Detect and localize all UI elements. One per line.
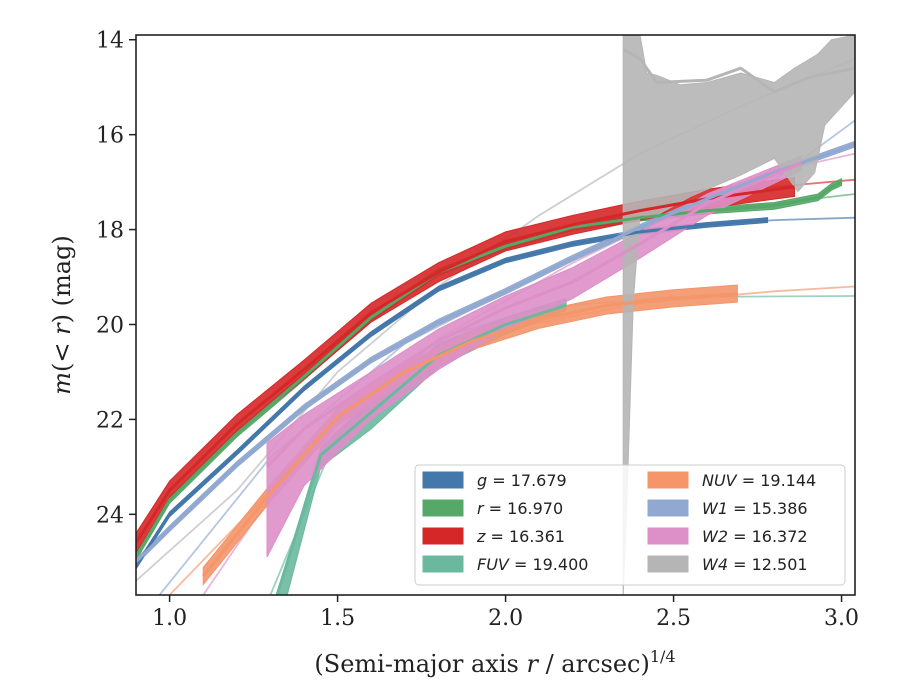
x-tick-label: 2.0 <box>488 606 523 631</box>
y-tick-label: 22 <box>96 408 124 433</box>
series-layer <box>136 35 855 595</box>
legend-band-name: W2 <box>702 527 728 546</box>
x-tick-label: 2.5 <box>656 606 691 631</box>
legend-band-value: = 19.400 <box>509 555 589 574</box>
legend-swatch-w2 <box>647 527 689 545</box>
legend-band-value: = 16.361 <box>485 527 565 546</box>
y-tick-label: 20 <box>96 313 124 338</box>
legend-swatch-nuv <box>647 471 689 489</box>
legend-frame <box>414 464 846 586</box>
legend-swatch-fuv <box>422 555 464 573</box>
legend-band-value: = 19.144 <box>737 471 817 490</box>
legend-label-r: r = 16.970 <box>477 499 563 518</box>
legend-label-fuv: FUV = 19.400 <box>477 555 588 574</box>
legend-swatch-r <box>422 499 464 517</box>
legend-label-nuv: NUV = 19.144 <box>702 471 816 490</box>
profile-line-nuv <box>202 292 738 577</box>
legend-band-name: z <box>476 527 486 546</box>
legend-band-name: r <box>477 499 485 518</box>
profile-line-w2 <box>265 161 802 468</box>
x-tick-label: 3.0 <box>824 606 859 631</box>
profile-line-w1 <box>136 142 855 563</box>
profile-line-fuv <box>275 304 567 595</box>
uncertainty-band-g <box>136 217 769 570</box>
profile-line-z <box>136 185 795 544</box>
legend-band-value: = 12.501 <box>728 555 808 574</box>
x-tick-label: 1.0 <box>152 606 187 631</box>
axis-layer: 1.0 1.5 2.0 2.5 3.0 14 16 18 20 22 24 <box>96 29 859 631</box>
legend-swatch-w4 <box>647 555 689 573</box>
y-tick-label: 18 <box>96 219 124 244</box>
uncertainty-band-w4 <box>622 35 855 595</box>
legend-swatch-g <box>422 471 464 489</box>
legend-swatch-w1 <box>647 499 689 517</box>
legend-band-value: = 16.372 <box>728 527 808 546</box>
legend-label-w1: W1 = 15.386 <box>702 499 808 518</box>
y-axis-title: m(< r) (mag) <box>48 235 76 395</box>
legend-band-value: = 15.386 <box>728 499 808 518</box>
legend-band-name: NUV <box>702 471 738 490</box>
legend-band-value: = 16.970 <box>484 499 564 518</box>
y-tick-label: 24 <box>96 503 124 528</box>
y-tick-label: 14 <box>96 29 124 54</box>
legend-band-name: W1 <box>702 499 728 518</box>
legend-label-w2: W2 = 16.372 <box>702 527 808 546</box>
legend-band-value: = 17.679 <box>487 471 567 490</box>
profile-line-w4 <box>622 47 855 94</box>
legend-swatch-z <box>422 527 464 545</box>
legend-label-g: g = 17.679 <box>477 471 567 490</box>
legend-label-w4: W4 = 12.501 <box>702 555 808 574</box>
legend-band-name: W4 <box>702 555 728 574</box>
legend-label-z: z = 16.361 <box>476 527 565 546</box>
legend-band-name: FUV <box>477 555 510 574</box>
legend-band-name: g <box>477 471 487 490</box>
x-tick-label: 1.5 <box>320 606 355 631</box>
profile-line-r <box>136 180 843 558</box>
y-tick-label: 16 <box>96 124 124 149</box>
plot-frame <box>135 34 856 596</box>
x-axis-title: (Semi-major axis r / arcsec)1/4 <box>314 647 675 678</box>
uncertainty-band-w1 <box>136 140 855 566</box>
